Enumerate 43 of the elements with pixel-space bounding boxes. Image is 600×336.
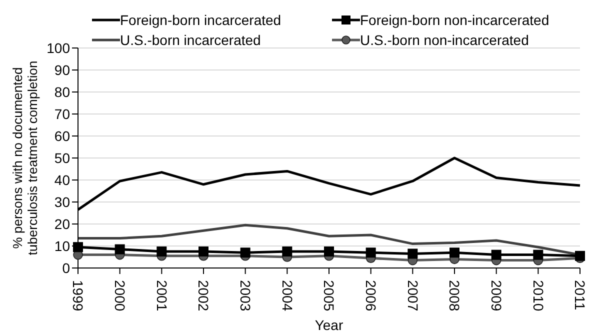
x-tick-label: 2007 (404, 280, 421, 312)
y-tick-label: 30 (54, 194, 70, 210)
y-tick-label: 40 (54, 172, 70, 188)
x-tick-label: 2002 (196, 280, 212, 312)
point (198, 246, 208, 256)
x-tick-label: 2000 (112, 280, 128, 312)
x-tick-label: 2001 (154, 280, 170, 312)
y-tick-label: 0 (62, 260, 70, 276)
point (282, 246, 292, 256)
point (240, 248, 250, 258)
point (366, 248, 376, 258)
y-tick-label: 90 (54, 62, 70, 78)
point (575, 250, 585, 261)
point (73, 242, 83, 252)
y-tick-label: 10 (54, 238, 70, 254)
x-tick-label: 1999 (70, 280, 86, 312)
x-tick-label: 2006 (362, 280, 379, 312)
x-tick-label: 2004 (279, 280, 296, 312)
point (450, 248, 460, 258)
point (533, 250, 544, 260)
x-tick-label: 2005 (321, 280, 338, 312)
y-tick-label: 70 (54, 106, 70, 122)
y-tick-label: 80 (54, 84, 70, 100)
y-tick-label: 60 (54, 128, 70, 144)
x-tick-label: 2011 (572, 280, 588, 310)
point (114, 244, 125, 254)
y-tick-label: 50 (54, 150, 70, 166)
legend-label: U.S.-born incarcerated (120, 32, 261, 48)
point (156, 246, 167, 256)
x-tick-label: 2003 (237, 280, 254, 312)
point (324, 246, 334, 256)
legend-label: U.S.-born non-incarcerated (360, 32, 529, 48)
point (408, 248, 418, 259)
y-tick-label: 100 (46, 40, 70, 56)
x-tick-label: 2008 (446, 280, 463, 312)
x-tick-label: 2009 (488, 280, 504, 312)
y-axis-title: % persons with no documented tuberculosis treatment completion (10, 60, 40, 256)
y-tick-label: 20 (54, 216, 70, 232)
x-tick-label: 2010 (530, 280, 546, 312)
legend-label: Foreign-born incarcerated (120, 12, 282, 28)
point (491, 250, 502, 260)
legend-label: Foreign-born non-incarcerated (360, 12, 550, 28)
x-axis-title: Year (314, 317, 344, 333)
